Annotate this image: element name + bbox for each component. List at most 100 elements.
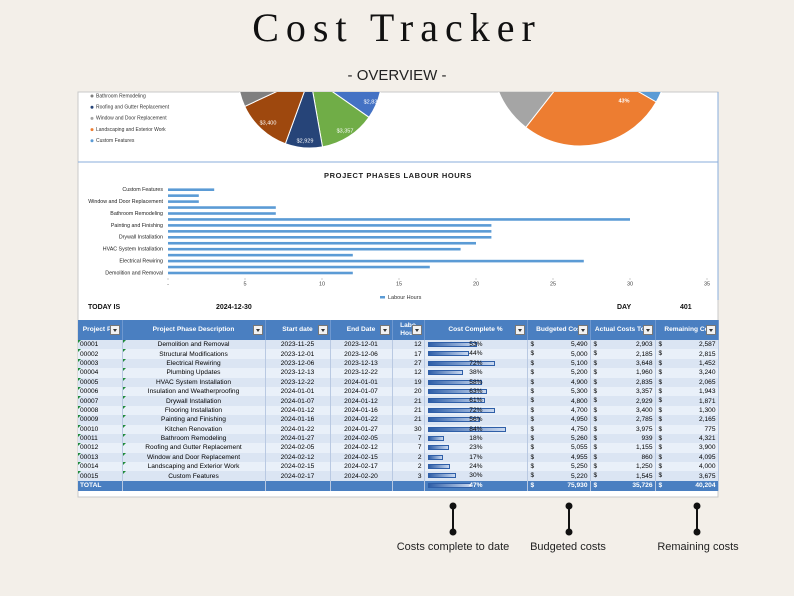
cell-text: 30 xyxy=(414,425,422,433)
currency: $ xyxy=(593,359,598,367)
cell-text: 2024-02-15 xyxy=(280,463,315,471)
amount: 5,490 xyxy=(570,341,588,349)
total-cell: $40,204 xyxy=(655,480,719,491)
cell-text: 2024-02-12 xyxy=(344,444,378,452)
filter-button[interactable] xyxy=(514,325,525,335)
header-cell: Actual Costs To $ xyxy=(590,320,656,340)
table-cell: $3,357 xyxy=(590,386,656,397)
table-cell: Landscaping and Exterior Work xyxy=(122,462,266,472)
table-cell: 00007 xyxy=(78,396,123,406)
table-cell: 23% xyxy=(424,443,528,453)
percent: 38% xyxy=(469,369,483,377)
total-cell: 47% xyxy=(424,480,528,491)
header-text: Labo Hour xyxy=(400,322,416,337)
filter-button[interactable] xyxy=(109,325,120,335)
total-cell xyxy=(122,480,266,491)
table-cell: $5,300 xyxy=(527,386,591,397)
progress-bar xyxy=(427,388,487,394)
amount: 2,929 xyxy=(635,397,653,405)
amount: 3,900 xyxy=(698,444,716,452)
table-cell: Flooring Installation xyxy=(122,405,266,416)
pie-label: $3,400 xyxy=(260,120,277,126)
amount: 1,960 xyxy=(635,369,653,377)
filter-button[interactable] xyxy=(317,325,328,335)
cell-text: 27 xyxy=(414,359,422,367)
pie-label: $2,835 xyxy=(364,99,381,105)
filter-button[interactable] xyxy=(379,325,390,335)
filter-button[interactable] xyxy=(705,325,716,335)
table-cell: Plumbing Updates xyxy=(122,368,266,378)
y-tick-label: Drywall Installation xyxy=(119,235,163,241)
table-cell: $4,750 xyxy=(527,424,591,434)
header-row: Project P # Project Phase Description Star… xyxy=(78,320,719,340)
legend-swatch xyxy=(90,139,94,143)
filter-button[interactable] xyxy=(577,325,588,335)
currency: $ xyxy=(658,369,663,377)
currency: $ xyxy=(593,341,598,348)
percent: 47% xyxy=(469,481,483,489)
cell-text: 00014 xyxy=(80,463,99,471)
cell-text: 00013 xyxy=(80,453,99,461)
percent: 61% xyxy=(469,397,483,405)
currency: $ xyxy=(658,416,663,424)
filter-button[interactable] xyxy=(252,325,263,335)
cell-text: Electrical Rewiring xyxy=(166,359,221,367)
cell-text: 2023-12-13 xyxy=(280,369,315,377)
cell-text: 2024-01-07 xyxy=(344,388,378,396)
progress-bar xyxy=(427,473,456,479)
table-cell: $4,000 xyxy=(655,462,719,472)
amount: 1,943 xyxy=(698,388,716,396)
currency: $ xyxy=(658,359,663,367)
currency: $ xyxy=(593,397,598,405)
header-cell: Project Phase Description xyxy=(122,320,266,340)
table-cell: 2024-02-15 xyxy=(330,452,393,463)
table-cell: $4,900 xyxy=(527,377,591,387)
pointer-dot xyxy=(449,502,457,510)
header-cell: Budgeted Cos xyxy=(527,320,591,340)
bar xyxy=(168,218,630,221)
pie-slice xyxy=(498,92,555,129)
x-tick-label: 25 xyxy=(550,281,556,287)
amount: 75,930 xyxy=(567,482,588,490)
currency: $ xyxy=(530,359,535,367)
total-cell xyxy=(392,480,425,491)
table-cell: Bathroom Remodeling xyxy=(122,433,266,444)
table-cell: 2024-02-17 xyxy=(265,471,331,481)
table-cell: $3,900 xyxy=(655,443,719,453)
filter-button[interactable] xyxy=(642,325,653,335)
cell-text: 2023-12-22 xyxy=(344,369,378,377)
cell-text: Structural Modifications xyxy=(159,350,228,358)
percent: 23% xyxy=(469,444,483,452)
pie-area: $3,400 $2,929 $3,357 $2,835 43% Bathroom Remo… xyxy=(90,92,662,149)
amount: 3,648 xyxy=(635,359,653,367)
cell-text: 2023-11-25 xyxy=(280,341,315,349)
currency: $ xyxy=(658,481,663,489)
currency: $ xyxy=(593,453,598,461)
filter-button[interactable] xyxy=(411,325,422,335)
cell-text: 00009 xyxy=(80,416,99,424)
cell-text: 00006 xyxy=(80,388,99,396)
table-cell: 12 xyxy=(392,368,425,378)
cell-text: 7 xyxy=(417,435,422,443)
table-cell: 18% xyxy=(424,433,528,444)
cell-text: 2024-02-05 xyxy=(344,435,378,443)
pointer-dot xyxy=(693,502,701,510)
amount: 3,357 xyxy=(635,388,653,396)
cell-text: 2024-01-12 xyxy=(280,406,315,414)
cell-text: Bathroom Remodeling xyxy=(160,435,227,443)
total-cell xyxy=(330,480,393,491)
table-row: 00014 Landscaping and Exterior Work 2024-0… xyxy=(78,462,719,472)
table-cell: $2,929 xyxy=(590,396,656,406)
header-cell: Start date xyxy=(265,320,331,340)
pie-slice xyxy=(525,92,657,147)
table-cell: $1,452 xyxy=(655,358,719,369)
table-cell: 7 xyxy=(392,443,425,453)
progress-bar xyxy=(427,435,445,441)
table-row: 00008 Flooring Installation 2024-01-12 2024… xyxy=(78,405,719,416)
table-cell: 2024-01-27 xyxy=(265,433,331,444)
cell-text: 2023-12-01 xyxy=(344,341,378,349)
table-cell: $2,185 xyxy=(590,349,656,359)
table-cell: 00008 xyxy=(78,405,123,416)
amount: 4,800 xyxy=(570,397,588,405)
table-cell: 00006 xyxy=(78,386,123,397)
